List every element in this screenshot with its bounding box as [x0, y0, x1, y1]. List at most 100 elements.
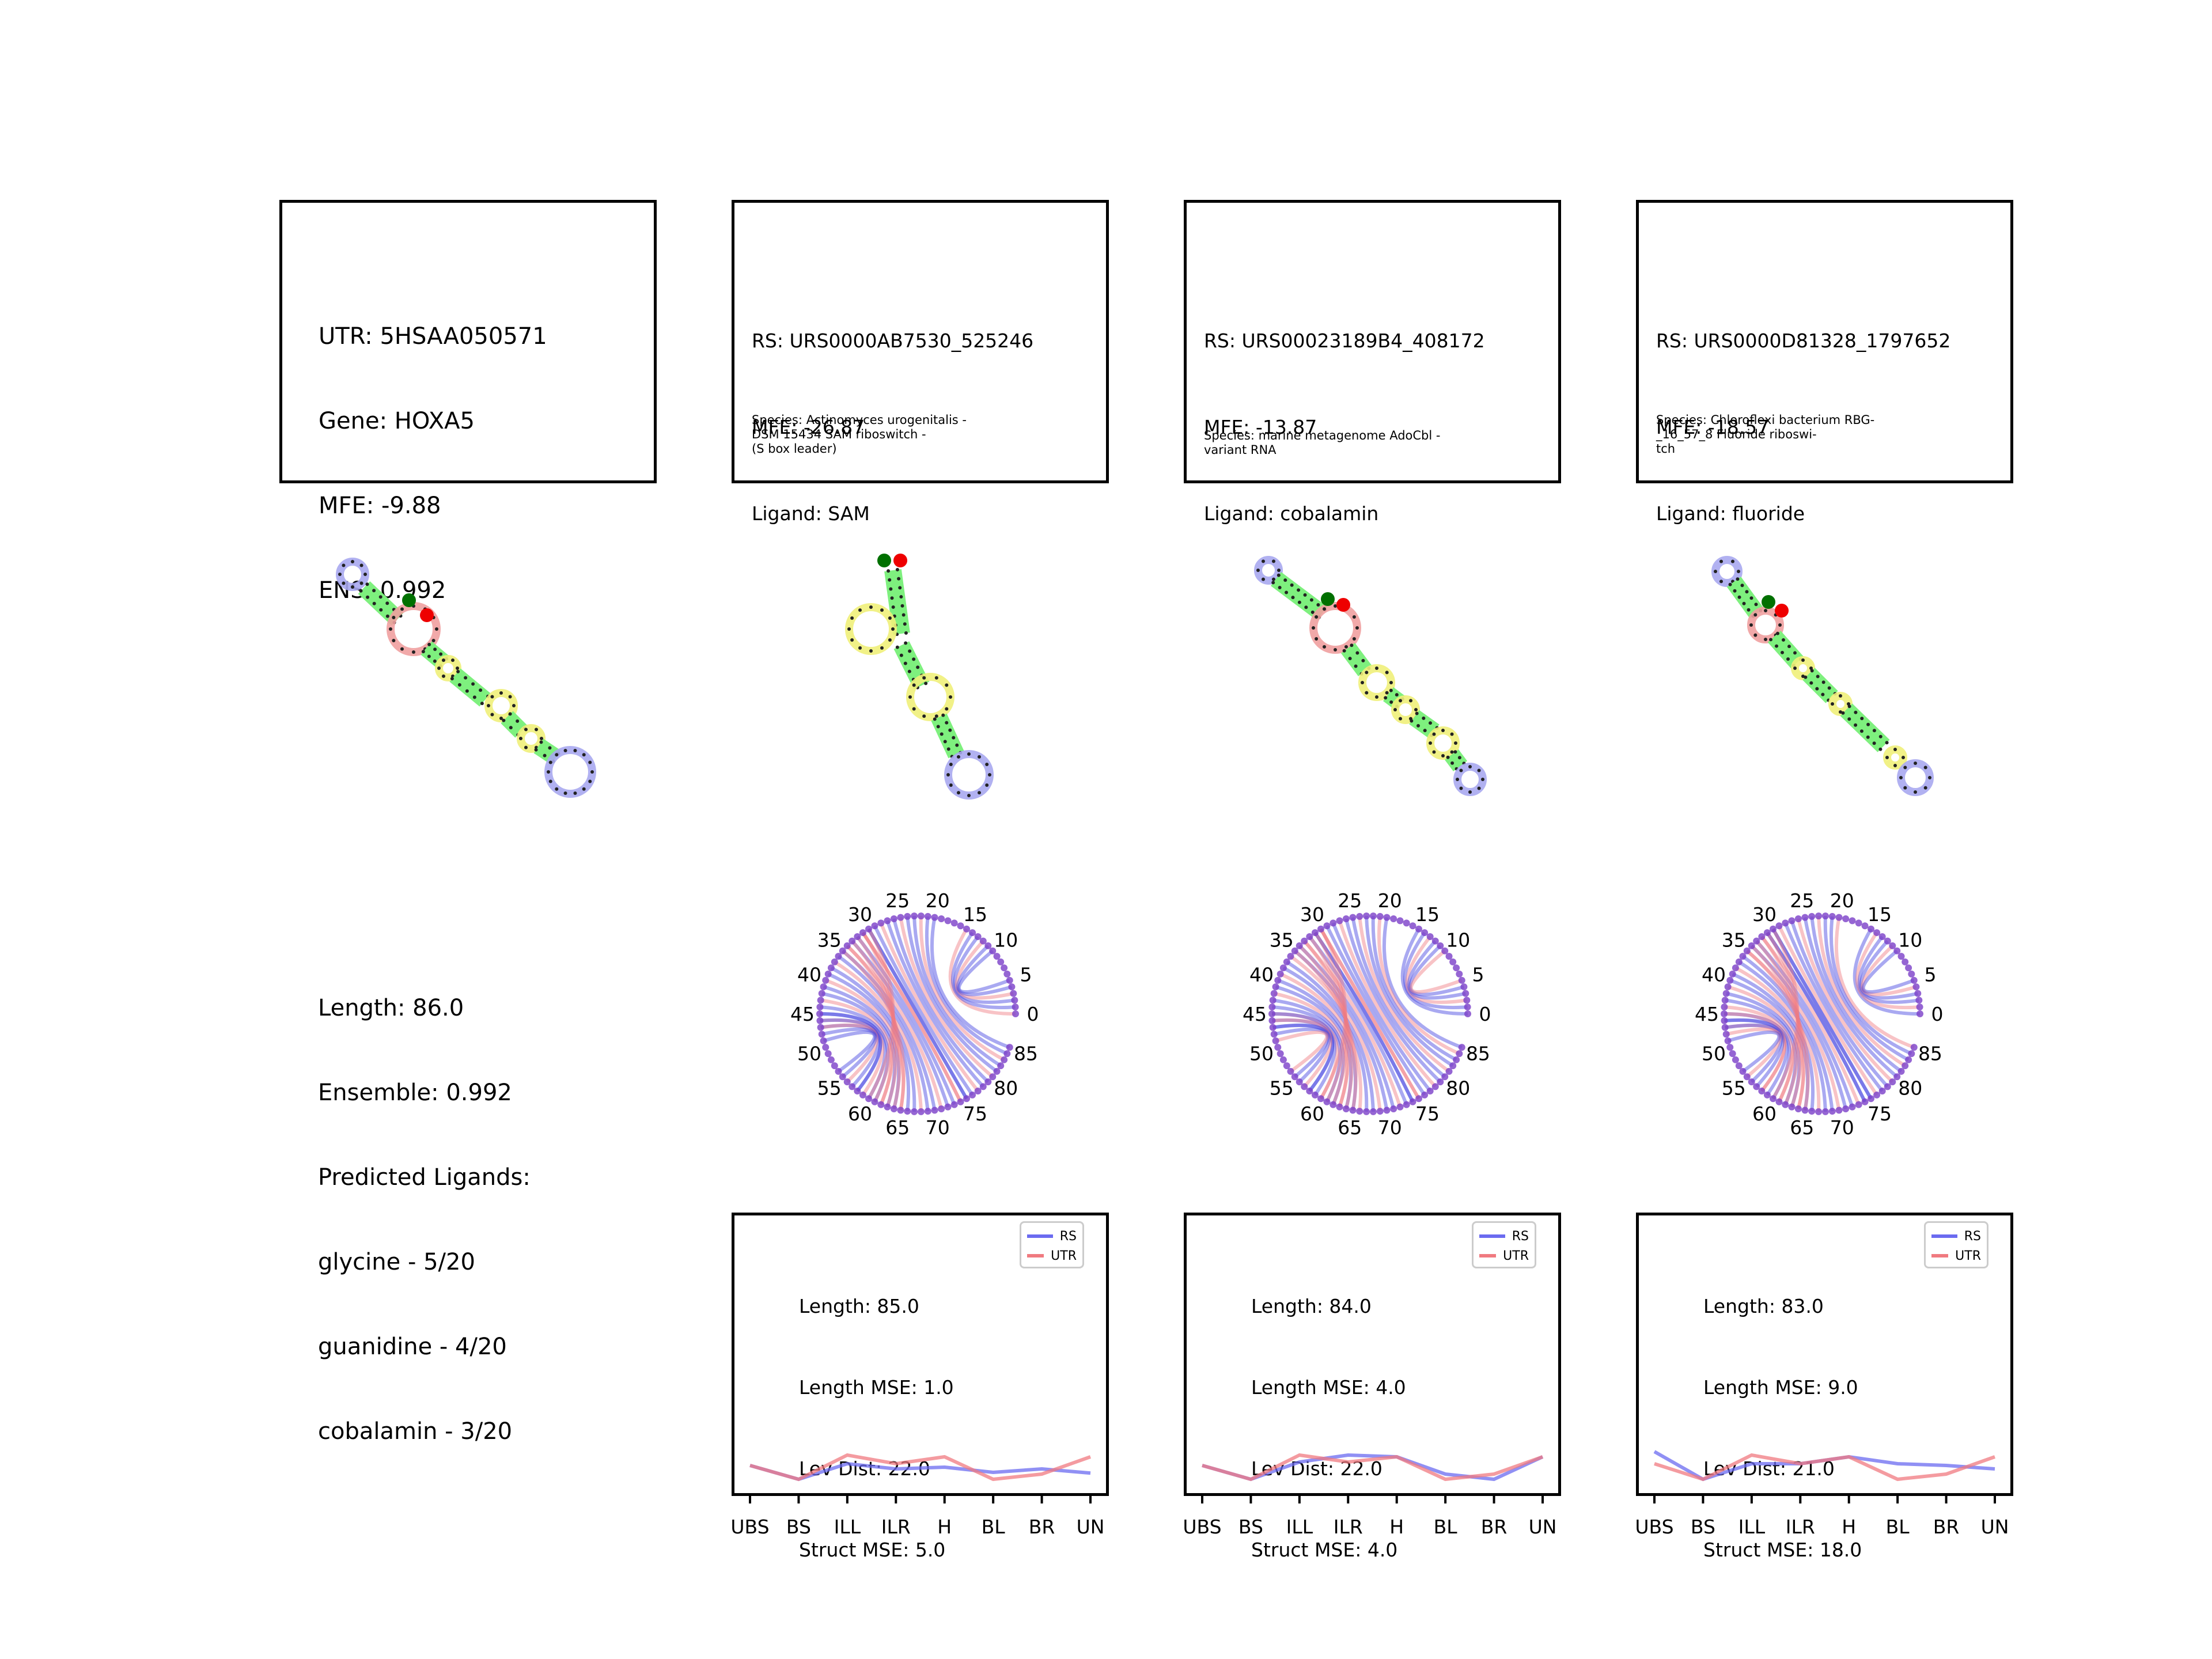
nucleotide-node [1905, 1056, 1912, 1063]
arc-tick-label: 10 [1446, 929, 1470, 951]
stem [1726, 577, 1764, 619]
x-tick-label: BR [1029, 1516, 1055, 1538]
nucleotide-node [924, 912, 931, 920]
base-pair-arc [820, 1018, 880, 1088]
arc-tick-label: 85 [1466, 1042, 1490, 1065]
nucleotide-node [1758, 933, 1766, 941]
start-marker [877, 554, 891, 567]
base-pair-arc [1344, 918, 1442, 1084]
base-pair-arc [1734, 966, 1821, 1112]
nucleotide-dot [588, 760, 592, 764]
nucleotide-dot [946, 747, 950, 751]
nucleotide-node [1003, 1050, 1011, 1058]
nucleotide-dot [1385, 691, 1389, 695]
nucleotide-dot [573, 748, 577, 752]
x-tick-label: H [937, 1516, 952, 1538]
rs-id-line: RS: URS0000AB7530_525246 [752, 329, 1034, 352]
utr-id-line: UTR: 5HSAA050571 [319, 323, 547, 350]
nucleotide-dot [1781, 638, 1785, 642]
base-pair-arc [1790, 920, 1889, 1088]
nucleotide-dot [1714, 570, 1717, 573]
nucleotide-dot [392, 616, 396, 619]
nucleotide-dot [555, 753, 559, 757]
nucleotide-dot [945, 707, 949, 711]
nucleotide-node [839, 1073, 846, 1081]
base-pair-arc [830, 966, 916, 1112]
nucleotide-node [1369, 1108, 1377, 1115]
nucleotide-dot [1414, 708, 1418, 711]
nucleotide-dot [338, 573, 342, 576]
nucleotide-dot [1361, 681, 1364, 684]
base-pair-arc [825, 979, 906, 1111]
nucleotide-node [1426, 933, 1434, 941]
nucleotide-dot [949, 763, 953, 766]
nucleotide-dot [1914, 790, 1917, 794]
nucleotide-dot [1745, 590, 1749, 594]
nucleotide-dot [365, 582, 369, 586]
nucleotide-node [1815, 912, 1823, 920]
nucleotide-dot [1821, 692, 1825, 696]
species-line: Species: Actinomyces urogenitalis - [752, 413, 967, 427]
stat-length-mse: Length MSE: 9.0 [1703, 1376, 1858, 1399]
nucleotide-dot [490, 695, 494, 699]
nucleotide-dot [450, 677, 454, 681]
base-pair-arc [1727, 1030, 1781, 1073]
nucleotide-dot [442, 674, 445, 678]
nucleotide-node [1878, 933, 1886, 941]
stat-length: Length: 83.0 [1703, 1295, 1824, 1317]
stat-struct-mse: Struct MSE: 5.0 [799, 1539, 946, 1561]
nucleotide-node [1306, 1087, 1313, 1094]
nucleotide-dot [1312, 626, 1315, 630]
nucleotide-dot [465, 689, 469, 693]
base-pair-arc [820, 1023, 879, 1084]
nucleotide-node [1878, 1087, 1886, 1094]
nucleotide-node [1912, 983, 1920, 991]
nucleotide-dot [1793, 651, 1797, 655]
x-tick-label: UN [1981, 1516, 2009, 1538]
base-pair-arc [1766, 931, 1800, 1103]
nucleotide-dot [555, 787, 559, 791]
nucleotide-node [1336, 917, 1343, 925]
nucleotide-dot [850, 616, 854, 620]
nucleotide-dot [471, 682, 475, 686]
base-pair-arc [1724, 1018, 1785, 1088]
arc-tick-label: 65 [885, 1116, 910, 1139]
base-pair-arc [1272, 998, 1345, 1105]
nucleotide-dot [433, 647, 437, 652]
nucleotide-dot [1902, 756, 1905, 759]
nucleotide-dot [472, 695, 476, 699]
nucleotide-dot [582, 787, 586, 791]
nucleotide-dot [502, 718, 506, 722]
nucleotide-node [1441, 947, 1449, 955]
nucleotide-dot [359, 581, 363, 585]
nucleotide-node [827, 964, 835, 972]
base-pair-arc [1408, 944, 1465, 997]
nucleotide-dot [427, 642, 431, 646]
base-pair-arc [1859, 940, 1918, 1000]
nucleotide-dot [1389, 700, 1393, 704]
nucleotide-node [1349, 1107, 1357, 1114]
nucleotide-node [1873, 929, 1881, 937]
nucleotide-node [931, 914, 938, 921]
chart-legend: RS UTR [1020, 1221, 1084, 1268]
nucleotide-node [1363, 912, 1370, 920]
nucleotide-dot [456, 666, 459, 670]
nucleotide-node [1849, 1103, 1856, 1111]
nucleotide-dot [1272, 559, 1275, 563]
nucleotide-node [1842, 915, 1850, 923]
nucleotide-dot [437, 666, 441, 670]
nucleotide-node [1283, 958, 1290, 965]
nucleotide-node [1905, 964, 1912, 972]
nucleotide-node [1453, 1056, 1460, 1063]
nucleotide-dot [1285, 590, 1289, 594]
base-pair-arc [1729, 979, 1810, 1111]
nucleotide-dot [880, 646, 884, 650]
summary-ligand-3: cobalamin - 3/20 [318, 1418, 513, 1445]
nucleotide-dot [499, 717, 503, 720]
end-marker [1336, 598, 1350, 612]
base-pair-arc [1303, 940, 1402, 1108]
arc-tick-label: 10 [994, 929, 1018, 951]
nucleotide-dot [1355, 651, 1359, 655]
summary-predicted-ligands: Predicted Ligands: [318, 1164, 531, 1191]
base-pair-arc [841, 949, 906, 1111]
